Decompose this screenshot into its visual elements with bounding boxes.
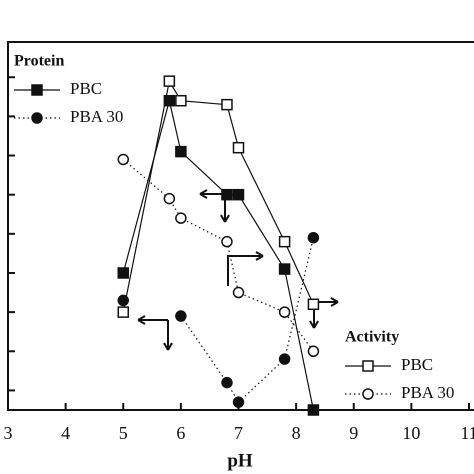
x-tick-label: 8 xyxy=(292,423,301,443)
data-point xyxy=(232,141,245,154)
data-point xyxy=(117,153,129,166)
data-point xyxy=(232,286,245,299)
data-point xyxy=(163,75,176,87)
data-point xyxy=(307,231,320,244)
data-point xyxy=(117,267,129,279)
data-point xyxy=(307,404,320,416)
legend-marker xyxy=(31,84,43,96)
x-tick-label: 5 xyxy=(119,423,128,443)
data-point xyxy=(232,396,245,408)
series-line xyxy=(122,158,314,352)
x-tick-label: 7 xyxy=(234,423,243,443)
data-point xyxy=(232,188,245,201)
x-tick-label: 10 xyxy=(402,423,420,443)
x-tick-label: 3 xyxy=(4,423,13,443)
plot-frame xyxy=(7,41,474,411)
legend-label: PBA 30 xyxy=(401,383,454,402)
data-point xyxy=(278,263,291,275)
data-point xyxy=(175,310,187,322)
x-tick-label: 4 xyxy=(61,423,70,443)
legend-marker xyxy=(31,112,43,124)
data-point xyxy=(278,353,291,365)
legend-marker xyxy=(362,360,374,372)
legend-label: PBA 30 xyxy=(70,107,123,126)
legend-label: PBC xyxy=(70,79,102,98)
x-tick-label: 11 xyxy=(460,423,474,443)
legend-marker xyxy=(362,388,374,400)
data-point xyxy=(278,235,291,248)
data-point xyxy=(307,298,320,311)
legend-title: Protein xyxy=(14,53,64,70)
x-tick-label: 9 xyxy=(349,423,358,443)
data-point xyxy=(221,188,233,201)
annotation-arrows xyxy=(137,189,339,351)
x-axis-label: pH xyxy=(227,450,253,471)
data-point xyxy=(221,376,233,389)
data-point xyxy=(117,306,129,318)
x-tick-label: 6 xyxy=(176,423,185,443)
data-point xyxy=(163,192,176,205)
data-point xyxy=(175,212,187,224)
data-point xyxy=(163,94,176,107)
data-point xyxy=(221,235,233,248)
data-point xyxy=(278,306,291,318)
legend-label: PBC xyxy=(401,355,433,374)
data-point xyxy=(307,345,320,358)
data-point xyxy=(221,98,233,111)
data-point xyxy=(175,145,187,158)
series-line xyxy=(122,79,314,313)
legend-title: Activity xyxy=(345,329,399,346)
data-point xyxy=(175,94,187,107)
